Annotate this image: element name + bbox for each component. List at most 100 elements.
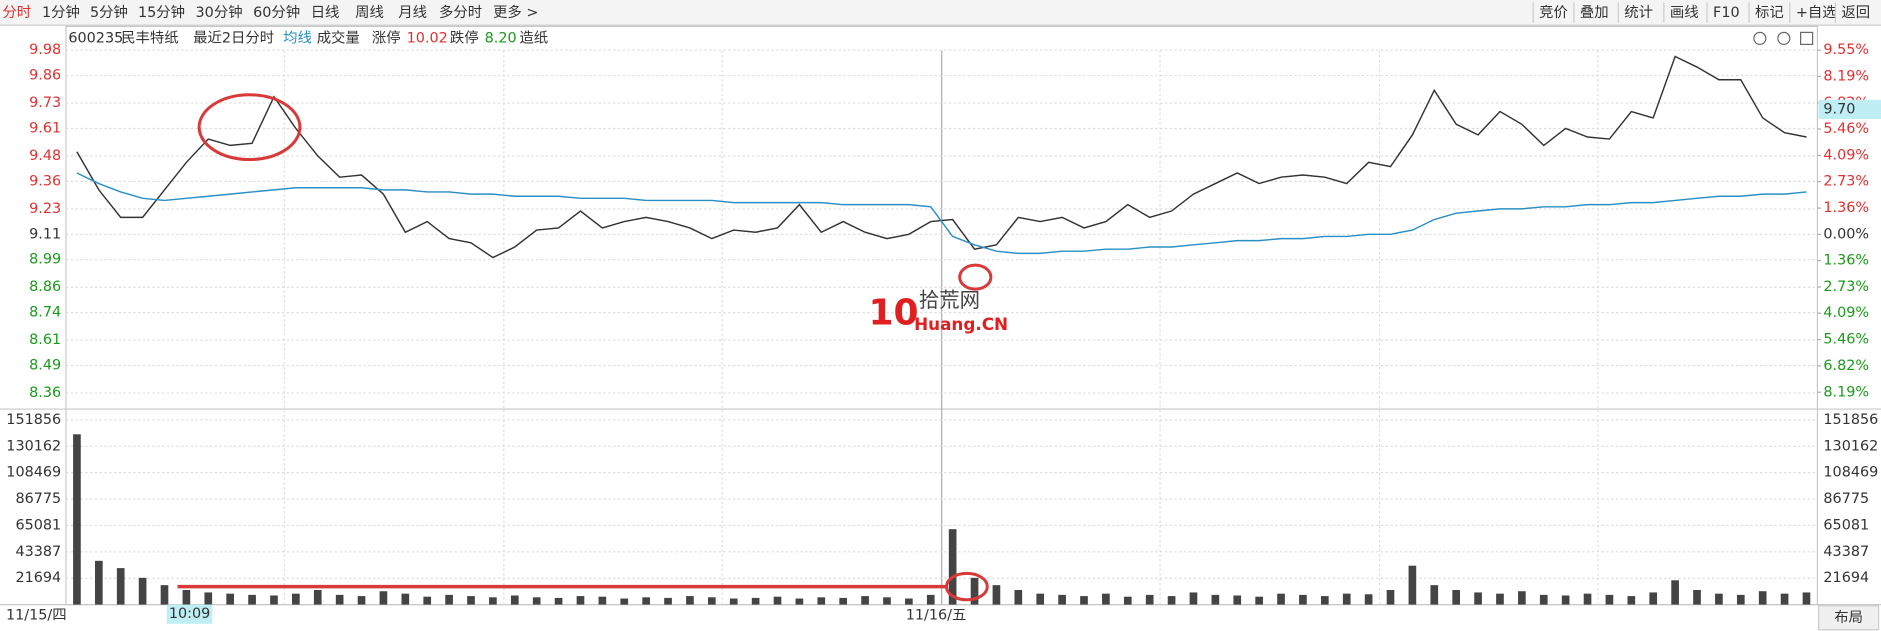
toolbar-tab[interactable]: 1分钟: [42, 4, 80, 21]
chart-mode: 最近2日分时: [193, 29, 274, 46]
toolbar-tab[interactable]: 更多 >: [493, 4, 538, 21]
volume-bar: [1758, 591, 1767, 605]
annotation-circle: [197, 93, 302, 162]
volume-bar: [1167, 596, 1176, 605]
y2-tick-label: 9.55%: [1823, 42, 1869, 58]
volume-bar: [992, 585, 1001, 605]
limit-up: 10.02: [407, 30, 448, 46]
y-tick-label: 9.73: [29, 95, 61, 111]
volume-bar: [313, 590, 322, 605]
volume-bar: [1627, 596, 1636, 605]
toolbar-button[interactable]: 画线: [1670, 4, 1699, 21]
volume-bar: [1364, 594, 1373, 605]
y-tick-label-right: 43387: [1823, 544, 1869, 560]
toolbar-tab[interactable]: 周线: [355, 4, 384, 21]
volume-bar: [138, 577, 147, 605]
y-tick-label-right: 108469: [1823, 465, 1878, 481]
y2-tick-label: 2.73%: [1823, 279, 1869, 295]
volume-bar: [905, 598, 913, 605]
plot: [65, 49, 1818, 605]
icon-circle[interactable]: [1777, 31, 1791, 45]
y-tick-label: 108469: [6, 465, 61, 481]
y-tick-label: 130162: [6, 438, 61, 454]
y-tick-label: 9.23: [29, 201, 61, 217]
y-tick-label: 9.61: [29, 120, 61, 136]
y-tick-label: 9.86: [29, 68, 61, 84]
volume-bar: [401, 593, 410, 605]
volume-bar: [839, 597, 848, 605]
y-tick-label: 151856: [6, 412, 61, 428]
toolbar-button[interactable]: 叠加: [1580, 4, 1609, 21]
legend-volume: 成交量: [317, 28, 360, 46]
limit-up-label: 涨停: [372, 29, 401, 46]
volume-bar: [489, 597, 497, 605]
toolbar-tab[interactable]: 5分钟: [90, 4, 128, 21]
volume-bar: [1386, 590, 1395, 605]
limit-down-label: 跌停: [450, 29, 479, 46]
volume-bar: [1671, 580, 1679, 605]
volume-bar: [292, 593, 300, 605]
y-tick-label-right: 86775: [1823, 491, 1869, 507]
toolbar-tab[interactable]: 日线: [311, 4, 340, 21]
icon-window[interactable]: [1800, 31, 1814, 45]
volume-bar: [707, 597, 716, 605]
toolbar-button[interactable]: 标记: [1755, 4, 1784, 21]
cursor-time-box: [166, 604, 213, 624]
y-tick-label: 8.74: [29, 305, 61, 321]
stock-code: 600235: [68, 30, 123, 46]
toolbar-button[interactable]: 返回: [1841, 4, 1870, 21]
volume-bar: [510, 595, 519, 605]
volume-bar: [773, 596, 782, 605]
y2-tick-label: 0.00%: [1823, 226, 1869, 242]
cursor-time: 10:09: [169, 606, 210, 622]
volume-bar: [970, 577, 979, 605]
volume-bar: [532, 597, 541, 605]
toolbar-button[interactable]: 竞价: [1539, 3, 1568, 21]
toolbar-tab[interactable]: 60分钟: [253, 4, 300, 21]
volume-bar: [861, 596, 869, 605]
y-tick-label-right: 65081: [1823, 517, 1869, 533]
volume-bar: [423, 596, 432, 605]
volume-bar: [795, 598, 804, 605]
toolbar-button[interactable]: 统计: [1624, 4, 1653, 21]
y-tick-label: 21694: [15, 570, 61, 586]
layout-button-label[interactable]: 布局: [1834, 609, 1863, 626]
toolbar-button[interactable]: +自选: [1796, 4, 1837, 21]
volume-bar: [576, 596, 585, 605]
volume-bar: [751, 597, 760, 605]
volume-bar: [182, 590, 191, 605]
volume-bar: [248, 594, 256, 605]
toolbar-tab[interactable]: 30分钟: [196, 4, 243, 21]
toolbar-tab[interactable]: 月线: [398, 4, 427, 21]
volume-bar: [1277, 593, 1285, 605]
layout-button[interactable]: [1818, 605, 1880, 631]
volume-bar: [1583, 593, 1592, 605]
y-tick-label: 9.36: [29, 173, 61, 189]
volume-bar: [1058, 594, 1066, 605]
volume-bar: [1036, 593, 1045, 605]
volume-bar: [379, 591, 388, 605]
volume-bar: [116, 568, 125, 605]
y2-tick-label: 1.36%: [1823, 200, 1869, 216]
y-tick-label: 43387: [15, 544, 61, 560]
volume-bar: [620, 598, 629, 605]
y-tick-label: 86775: [15, 491, 61, 507]
y2-tick-label: 5.46%: [1823, 332, 1869, 348]
volume-bar: [335, 594, 344, 605]
icon-zoom[interactable]: [1753, 31, 1767, 45]
y2-tick-label: 8.19%: [1823, 384, 1869, 400]
y2-tick-label: 2.73%: [1823, 174, 1869, 190]
toolbar-tab[interactable]: 多分时: [439, 4, 482, 21]
y-tick-label-right: 21694: [1823, 570, 1869, 586]
toolbar-tab[interactable]: 分时: [2, 4, 31, 21]
volume-bar: [926, 594, 935, 605]
y2-tick-label: 6.82%: [1823, 358, 1869, 374]
toolbar-button[interactable]: F10: [1713, 5, 1740, 21]
volume-bar: [1408, 565, 1417, 605]
volume-bar: [1014, 590, 1023, 605]
volume-bar: [948, 529, 957, 605]
watermark-name: 拾荒网: [919, 288, 980, 312]
toolbar-tab[interactable]: 15分钟: [138, 4, 185, 21]
volume-bar: [1605, 594, 1614, 605]
stock-name: 民丰特纸: [121, 29, 178, 46]
